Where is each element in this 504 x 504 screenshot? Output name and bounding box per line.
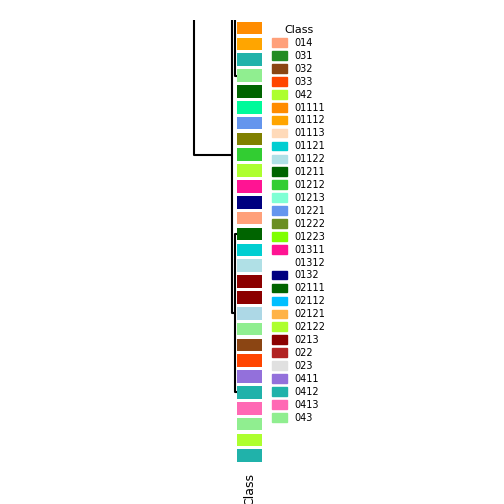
Bar	[237, 212, 262, 224]
Bar	[237, 164, 262, 177]
Bar	[237, 275, 262, 288]
Bar	[237, 38, 262, 50]
Bar	[237, 339, 262, 351]
Bar	[237, 117, 262, 130]
Legend: 014, 031, 032, 033, 042, 01111, 01112, 01113, 01121, 01122, 01211, 01212, 01213,: 014, 031, 032, 033, 042, 01111, 01112, 0…	[272, 25, 326, 422]
Bar	[237, 323, 262, 335]
Bar	[237, 386, 262, 399]
Bar	[237, 433, 262, 446]
Bar	[237, 418, 262, 430]
Bar	[237, 85, 262, 98]
Bar	[237, 260, 262, 272]
Bar	[237, 228, 262, 240]
Bar	[237, 370, 262, 383]
Bar	[237, 53, 262, 66]
Bar	[237, 402, 262, 415]
Bar	[237, 196, 262, 209]
Bar	[237, 307, 262, 320]
Bar	[237, 354, 262, 367]
Bar	[237, 243, 262, 256]
Bar	[237, 101, 262, 113]
Bar	[237, 69, 262, 82]
Bar	[237, 22, 262, 34]
Bar	[237, 149, 262, 161]
Bar	[237, 180, 262, 193]
Bar	[237, 450, 262, 462]
Bar	[237, 133, 262, 145]
Bar	[237, 291, 262, 304]
Text: Class: Class	[243, 473, 256, 504]
